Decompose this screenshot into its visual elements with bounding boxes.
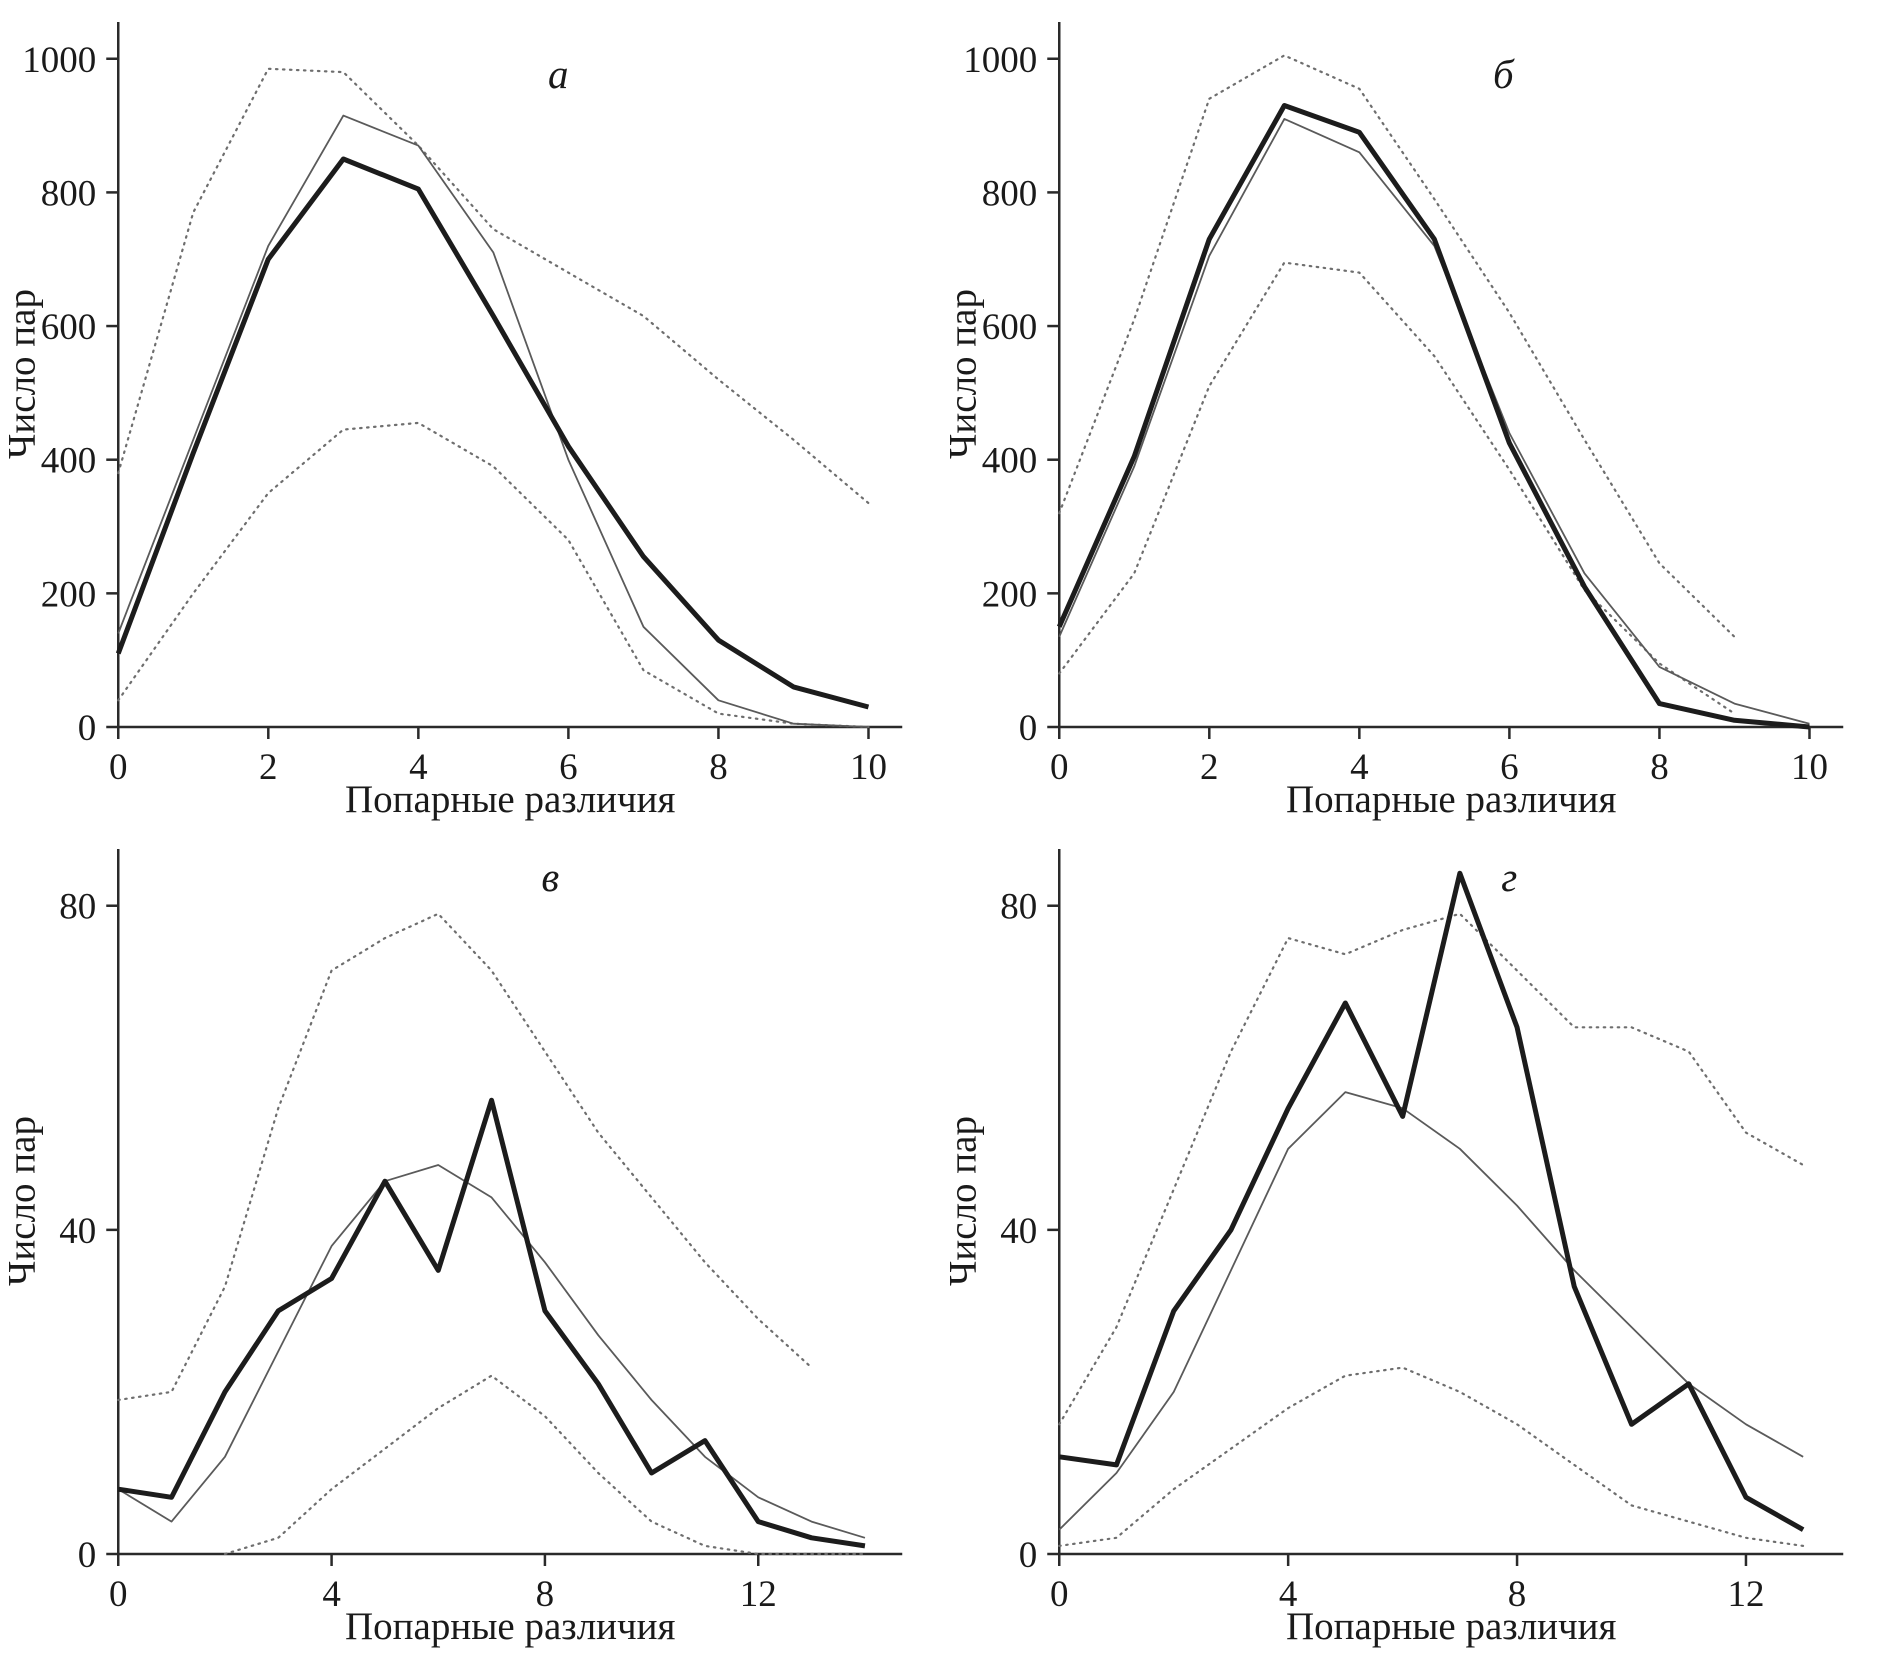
x-tick-label: 12	[740, 1574, 777, 1615]
x-tick-label: 12	[1727, 1574, 1764, 1615]
y-tick-label: 800	[981, 173, 1037, 214]
panel-v-chart: 0 4 8 12 0 40 80 в Попарные различия Число пар	[0, 849, 903, 1648]
panel-v-letter: в	[541, 854, 559, 900]
panel-b-chart: 0 2 4 6 8 10 0 200 400 600 800 1000 б Попарные разл…	[941, 22, 1843, 821]
series-dotted-lower	[1057, 1366, 1804, 1548]
y-tick-label: 1000	[963, 40, 1037, 81]
panel-b-x-axis-label: Попарные различия	[1286, 778, 1617, 821]
y-tick-label: 0	[78, 1535, 97, 1576]
panel-v: 0 4 8 12 0 40 80 в Попарные различия Число пар	[0, 827, 941, 1654]
panel-a-letter: а	[548, 51, 569, 97]
y-tick-label: 0	[78, 708, 97, 749]
x-tick-label: 0	[109, 747, 128, 788]
panel-g-chart: 0 4 8 12 0 40 80 г Попарные различия Число пар	[941, 849, 1843, 1648]
panel-g-y-axis-label: Число пар	[941, 1116, 984, 1286]
y-tick-label: 600	[981, 307, 1037, 348]
x-tick-label: 2	[259, 747, 278, 788]
y-tick-label: 400	[981, 441, 1037, 482]
x-tick-label: 4	[1350, 747, 1369, 788]
series-bold-line	[1056, 103, 1810, 730]
x-tick-label: 4	[409, 747, 428, 788]
panel-a: 0 2 4 6 8 10 0 200 400 600 800 1000 а Попарные разл…	[0, 0, 941, 827]
panel-b: 0 2 4 6 8 10 0 200 400 600 800 1000 б Попарные разл…	[941, 0, 1881, 827]
panel-a-plot-area: 0 2 4 6 8 10 0 200 400 600 800 1000	[22, 22, 903, 788]
series-bold-line	[115, 156, 870, 710]
y-tick-label: 200	[41, 574, 97, 615]
x-tick-label: 8	[1507, 1574, 1526, 1615]
x-tick-label: 0	[1050, 1574, 1069, 1615]
x-tick-label: 6	[1500, 747, 1519, 788]
panel-b-y-axis-label: Число пар	[941, 289, 984, 459]
y-tick-label: 800	[41, 173, 97, 214]
y-tick-label: 80	[59, 887, 96, 928]
x-tick-label: 8	[709, 747, 728, 788]
series-bold-line	[117, 1097, 866, 1549]
y-tick-label: 40	[59, 1211, 96, 1252]
x-tick-label: 6	[559, 747, 578, 788]
panel-g: 0 4 8 12 0 40 80 г Попарные различия Число пар	[941, 827, 1881, 1654]
x-tick-label: 4	[322, 1574, 341, 1615]
x-tick-label: 4	[1278, 1574, 1297, 1615]
x-tick-label: 2	[1200, 747, 1219, 788]
y-tick-label: 1000	[22, 40, 96, 81]
series-dotted-lower	[117, 421, 870, 729]
series-dotted-upper	[1057, 912, 1804, 1426]
series-dotted-upper	[117, 912, 813, 1402]
y-tick-label: 200	[981, 574, 1037, 615]
panel-b-letter: б	[1492, 51, 1514, 97]
x-tick-label: 0	[1050, 747, 1069, 788]
y-tick-label: 0	[1018, 1535, 1037, 1576]
panel-g-letter: г	[1501, 854, 1517, 900]
panel-a-chart: 0 2 4 6 8 10 0 200 400 600 800 1000 а Попарные разл…	[0, 22, 903, 821]
series-dotted-upper	[1057, 54, 1736, 638]
panel-a-x-axis-label: Попарные различия	[345, 778, 676, 821]
panel-b-plot-area: 0 2 4 6 8 10 0 200 400 600 800 1000	[963, 22, 1843, 788]
x-tick-label: 10	[850, 747, 887, 788]
x-tick-label: 10	[1790, 747, 1827, 788]
series-thin-line	[117, 1164, 866, 1539]
x-tick-label: 8	[536, 1574, 555, 1615]
panel-g-plot-area: 0 4 8 12 0 40 80	[1000, 849, 1843, 1615]
panel-a-y-axis-label: Число пар	[0, 289, 43, 459]
x-tick-label: 8	[1650, 747, 1669, 788]
panel-g-x-axis-label: Попарные различия	[1286, 1605, 1617, 1648]
y-tick-label: 0	[1018, 708, 1037, 749]
series-dotted-lower	[223, 1374, 867, 1556]
y-tick-label: 600	[41, 307, 97, 348]
series-dotted-upper	[117, 67, 870, 505]
series-thin-line	[1058, 1091, 1804, 1531]
y-tick-label: 80	[1000, 887, 1037, 928]
series-dotted-lower	[1057, 261, 1736, 715]
series-bold-line	[1058, 870, 1804, 1532]
y-tick-label: 40	[1000, 1211, 1037, 1252]
panel-v-plot-area: 0 4 8 12 0 40 80	[59, 849, 903, 1615]
series-thin-line	[117, 114, 869, 728]
y-tick-label: 400	[41, 441, 97, 482]
panel-v-y-axis-label: Число пар	[0, 1116, 43, 1286]
x-tick-label: 0	[109, 1574, 128, 1615]
panel-v-x-axis-label: Попарные различия	[345, 1605, 676, 1648]
